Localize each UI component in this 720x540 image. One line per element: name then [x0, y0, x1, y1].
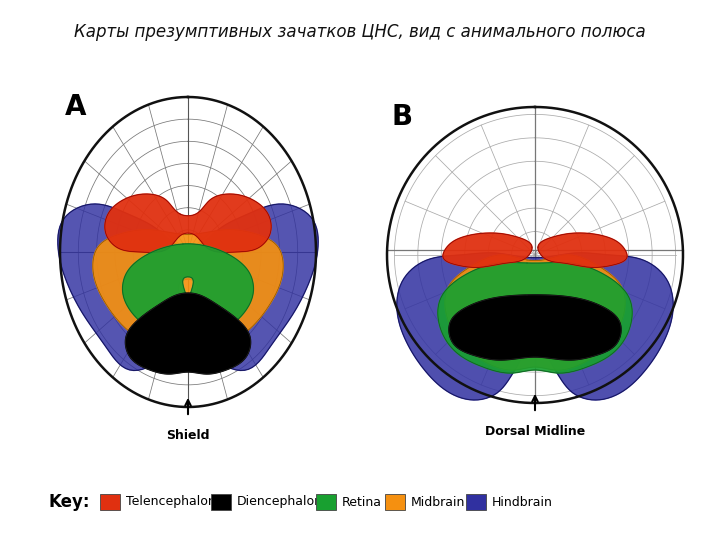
Polygon shape — [105, 194, 271, 252]
Text: Key:: Key: — [48, 493, 89, 511]
Text: Telencephalon: Telencephalon — [126, 496, 216, 509]
Text: Карты презумптивных зачатков ЦНС, вид с анимального полюса: Карты презумптивных зачатков ЦНС, вид с … — [74, 23, 646, 41]
Polygon shape — [438, 262, 632, 373]
Text: A: A — [65, 93, 86, 121]
Polygon shape — [93, 230, 283, 344]
Text: Hindbrain: Hindbrain — [492, 496, 553, 509]
Polygon shape — [443, 233, 532, 267]
FancyBboxPatch shape — [315, 494, 336, 510]
Polygon shape — [449, 295, 621, 360]
Text: Midbrain: Midbrain — [411, 496, 465, 509]
Text: Dorsal Midline: Dorsal Midline — [485, 425, 585, 438]
Polygon shape — [538, 233, 627, 267]
Polygon shape — [397, 253, 673, 400]
Polygon shape — [125, 293, 251, 374]
FancyBboxPatch shape — [211, 494, 230, 510]
Polygon shape — [445, 255, 625, 370]
Text: Retina: Retina — [341, 496, 382, 509]
FancyBboxPatch shape — [466, 494, 486, 510]
Polygon shape — [58, 204, 318, 370]
FancyBboxPatch shape — [100, 494, 120, 510]
FancyBboxPatch shape — [385, 494, 405, 510]
Text: B: B — [392, 103, 413, 131]
Polygon shape — [122, 244, 253, 333]
Text: Shield: Shield — [166, 429, 210, 442]
Text: Diencephalon: Diencephalon — [237, 496, 323, 509]
